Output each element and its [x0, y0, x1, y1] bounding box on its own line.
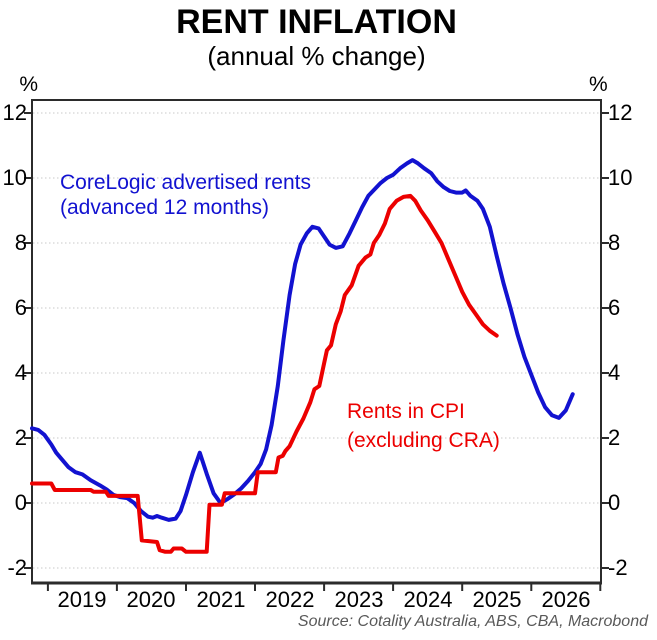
x-axis-label: 2021: [196, 587, 246, 612]
series-line-cpi-rents: [30, 193, 499, 554]
y-axis-label-left: -2: [7, 555, 27, 580]
y-axis-label-left: 8: [14, 230, 27, 255]
x-axis-label: 2026: [541, 587, 591, 612]
y-axis-label-left: 0: [14, 490, 27, 515]
y-axis-label-right: -2: [608, 555, 628, 580]
y-axis-label-right: 4: [608, 360, 621, 385]
chart-title: RENT INFLATION: [176, 3, 457, 41]
y-axis-label-left: 10: [2, 165, 27, 190]
series-label-corelogic-line2: (advanced 12 months): [60, 196, 269, 219]
x-axis-label: 2020: [126, 587, 176, 612]
y-axis-unit-left: %: [19, 73, 38, 96]
y-axis-unit-right: %: [589, 73, 608, 96]
y-axis-label-left: 4: [14, 360, 27, 385]
x-axis-label: 2024: [403, 587, 453, 612]
x-axis-label: 2022: [265, 587, 315, 612]
x-axis-label: 2025: [472, 587, 522, 612]
series-label-cpi-rents-line1: Rents in CPI: [347, 400, 465, 423]
y-axis-label-left: 12: [2, 100, 27, 125]
y-axis-label-right: 12: [608, 100, 633, 125]
x-axis-label: 2023: [334, 587, 384, 612]
y-axis-label-right: 10: [608, 165, 633, 190]
series-label-corelogic: CoreLogic advertised rents (advanced 12 …: [60, 170, 311, 220]
series-line-corelogic: [30, 158, 575, 522]
y-axis-label-left: 2: [14, 425, 27, 450]
y-axis-label-right: 2: [608, 425, 621, 450]
x-axis-label: 2019: [57, 587, 107, 612]
series-label-corelogic-line1: CoreLogic advertised rents: [60, 171, 311, 194]
series-label-cpi-rents: Rents in CPI (excluding CRA): [347, 397, 500, 455]
source-attribution: Source: Cotality Australia, ABS, CBA, Ma…: [297, 613, 648, 630]
series-label-cpi-rents-line2: (excluding CRA): [347, 429, 500, 452]
y-axis-label-left: 6: [14, 295, 27, 320]
y-axis-label-right: 6: [608, 295, 621, 320]
chart-subtitle: (annual % change): [207, 41, 426, 71]
y-axis-label-right: 8: [608, 230, 621, 255]
y-axis-label-right: 0: [608, 490, 621, 515]
